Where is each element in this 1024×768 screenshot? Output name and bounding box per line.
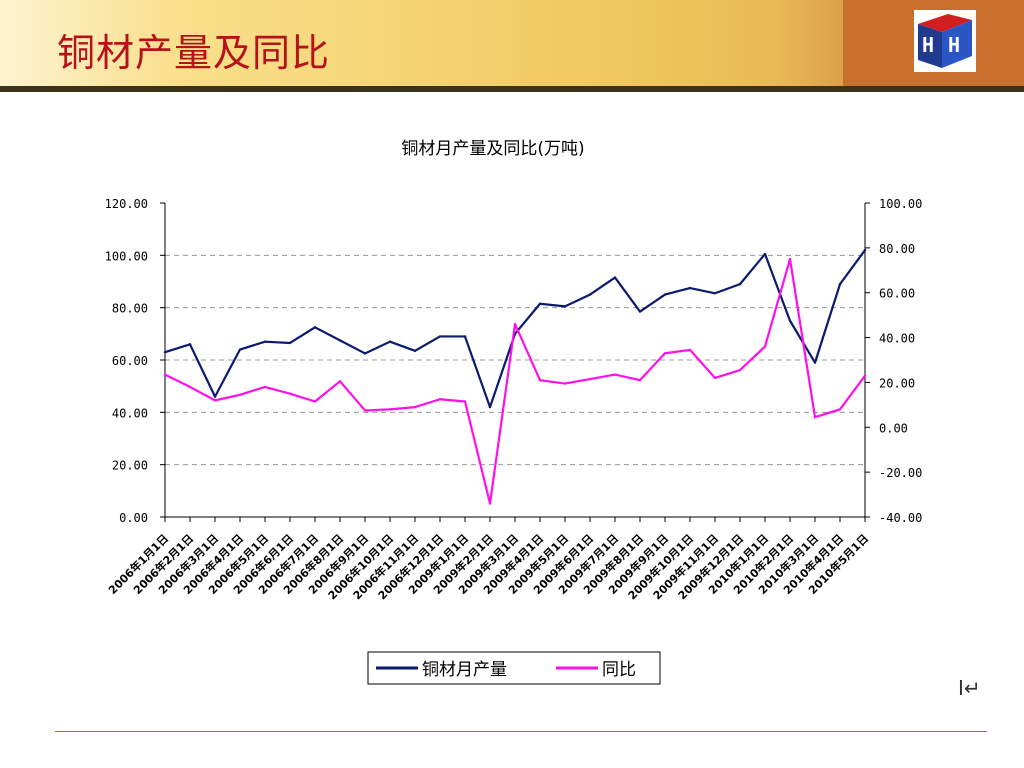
production-point xyxy=(313,326,317,329)
copper-chart: 铜材月产量及同比(万吨) 0.00 20.00 40.00 60.00 80.00 100… xyxy=(105,139,922,685)
production-point xyxy=(238,348,242,351)
production-point xyxy=(563,305,567,308)
yoy-point xyxy=(263,385,267,389)
production-point xyxy=(838,282,842,286)
slide-title: 铜材产量及同比 xyxy=(57,31,331,75)
production-point xyxy=(713,292,717,295)
y-left-tick-label: 20.00 xyxy=(112,459,148,473)
production-point xyxy=(663,293,667,296)
yoy-point xyxy=(813,415,817,419)
y-right-tick-label: 100.00 xyxy=(879,197,922,211)
y-left-tick-label: 80.00 xyxy=(112,302,148,316)
production-point xyxy=(638,310,642,313)
yoy-point xyxy=(788,257,792,261)
y-right-tick-label: 20.00 xyxy=(879,376,915,390)
production-point xyxy=(813,361,817,364)
production-point xyxy=(863,248,867,252)
company-logo: H H xyxy=(914,10,976,72)
production-point xyxy=(613,276,617,279)
production-point xyxy=(538,302,542,305)
yoy-point xyxy=(363,409,367,412)
production-point xyxy=(463,335,467,338)
yoy-point xyxy=(313,400,317,403)
header-divider-bar xyxy=(0,86,1024,92)
production-point xyxy=(788,319,792,322)
yoy-point xyxy=(213,399,217,402)
yoy-point xyxy=(488,502,492,505)
production-point xyxy=(738,282,742,286)
yoy-point xyxy=(413,405,417,409)
y-right-tick-label: 60.00 xyxy=(879,287,915,301)
yoy-point xyxy=(838,408,842,411)
production-point xyxy=(338,339,342,342)
y-right-tick-label: -40.00 xyxy=(879,511,922,525)
yoy-point xyxy=(188,385,192,389)
production-point xyxy=(263,340,267,343)
y-right-tick-label: 40.00 xyxy=(879,332,915,346)
production-point xyxy=(288,341,292,345)
legend-label-yoy: 同比 xyxy=(602,660,636,680)
production-point xyxy=(588,293,592,296)
series-line-yoy xyxy=(164,257,866,505)
y-right-tick-label: 80.00 xyxy=(879,242,915,256)
text-cursor-icon: I↵ xyxy=(958,676,981,700)
yoy-point xyxy=(538,378,542,382)
yoy-point xyxy=(613,373,617,376)
chart-legend: 铜材月产量 同比 xyxy=(367,651,661,685)
yoy-point xyxy=(688,348,692,352)
yoy-point xyxy=(238,393,242,396)
production-point xyxy=(438,335,442,338)
production-point xyxy=(763,252,767,256)
y-left-tick-label: 120.00 xyxy=(105,197,148,211)
legend-label-production: 铜材月产量 xyxy=(422,660,507,680)
yoy-point xyxy=(563,382,567,385)
yoy-point xyxy=(513,322,517,326)
yoy-point xyxy=(463,400,467,403)
chart-title: 铜材月产量及同比(万吨) xyxy=(401,139,584,159)
yoy-point xyxy=(163,373,167,376)
production-point xyxy=(413,349,417,353)
yoy-point xyxy=(338,380,342,383)
svg-text:H: H xyxy=(948,33,960,57)
y-left-tick-label: 0.00 xyxy=(119,511,148,525)
production-point xyxy=(363,352,367,355)
yoy-point xyxy=(738,368,742,372)
production-point xyxy=(188,343,192,346)
y-left-tick-label: 100.00 xyxy=(105,249,148,263)
y-right-tick-label: -20.00 xyxy=(879,466,922,480)
production-point xyxy=(163,350,167,354)
yoy-point xyxy=(438,398,442,401)
yoy-point xyxy=(763,345,767,348)
yoy-point xyxy=(863,374,867,377)
y-left-tick-label: 60.00 xyxy=(112,354,148,368)
yoy-point xyxy=(663,352,667,355)
production-point xyxy=(488,405,492,409)
yoy-point xyxy=(638,378,642,382)
production-point xyxy=(688,286,692,290)
production-point xyxy=(388,340,392,343)
footer-divider xyxy=(55,731,987,732)
y-right-tick-label: 0.00 xyxy=(879,421,908,435)
yoy-point xyxy=(713,376,717,380)
yoy-point xyxy=(388,408,392,411)
production-point xyxy=(213,395,217,398)
y-left-tick-label: 40.00 xyxy=(112,406,148,420)
yoy-point xyxy=(588,377,592,381)
svg-text:H: H xyxy=(922,33,934,57)
yoy-point xyxy=(288,392,292,395)
